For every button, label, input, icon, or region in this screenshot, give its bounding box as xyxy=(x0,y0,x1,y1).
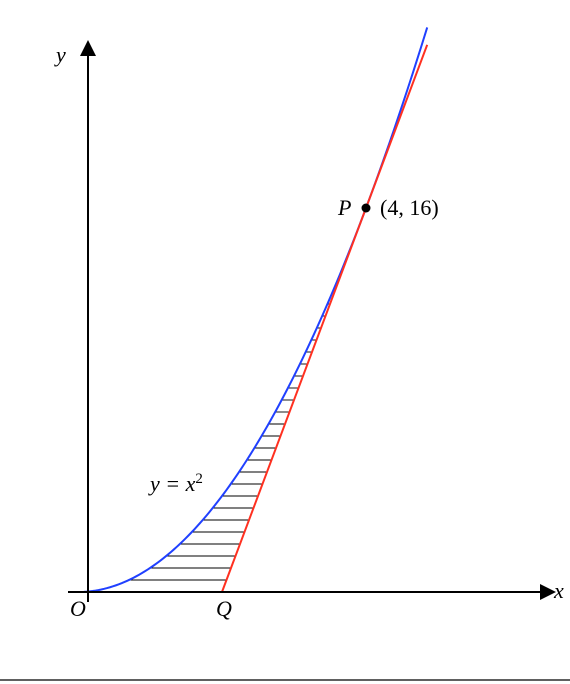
origin-label: O xyxy=(70,596,86,621)
p-label: P xyxy=(337,195,351,220)
point-p-dot xyxy=(362,204,371,213)
equation-label: y = x2 xyxy=(148,471,203,496)
parabola-curve xyxy=(78,27,427,592)
y-axis-label: y xyxy=(54,42,66,67)
q-label: Q xyxy=(216,596,232,621)
p-coord: (4, 16) xyxy=(380,195,439,220)
hatch-region xyxy=(78,220,362,592)
tangent-line xyxy=(222,45,427,592)
x-axis-label: x xyxy=(553,578,564,603)
